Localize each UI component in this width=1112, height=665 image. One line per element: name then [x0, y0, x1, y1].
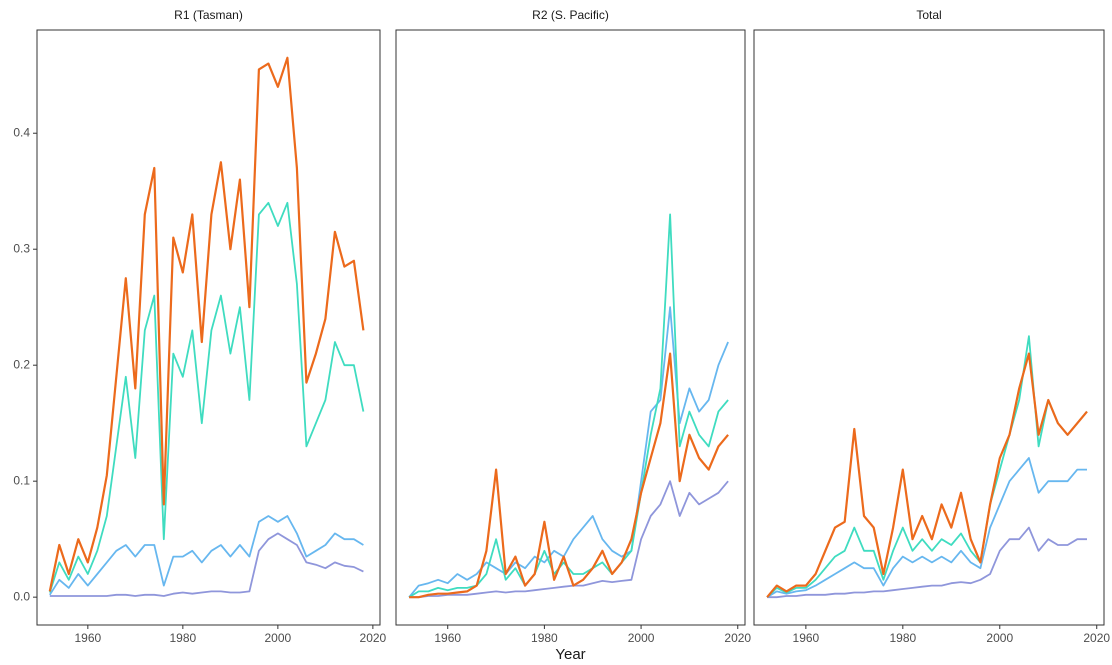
series-line — [408, 306, 729, 598]
series-line — [766, 352, 1088, 598]
y-tick-label: 0.4 — [13, 125, 30, 139]
series-line — [767, 526, 1087, 599]
panel — [36, 29, 381, 626]
series-line — [409, 480, 729, 599]
y-tick-label: 0.3 — [13, 241, 30, 255]
x-tick-label: 2000 — [265, 631, 292, 645]
panel — [753, 29, 1105, 626]
x-tick-label: 1960 — [74, 631, 101, 645]
y-tick-label: 0.0 — [13, 589, 30, 603]
panel-title: Total — [916, 8, 941, 22]
x-tick-label: 1980 — [169, 631, 196, 645]
series-line — [409, 352, 729, 599]
x-tick-label: 1960 — [434, 631, 461, 645]
x-tick-label: 2020 — [360, 631, 387, 645]
series-line — [48, 56, 365, 592]
series-line — [49, 515, 364, 596]
x-axis-label: Year — [555, 646, 585, 663]
x-tick-label: 1980 — [531, 631, 558, 645]
x-tick-label: 1980 — [889, 631, 916, 645]
x-tick-label: 2020 — [724, 631, 751, 645]
series-line — [766, 457, 1087, 598]
panel — [395, 29, 746, 626]
series-line — [49, 532, 364, 597]
x-tick-label: 2020 — [1083, 631, 1110, 645]
panel-title: R1 (Tasman) — [174, 8, 243, 22]
x-tick-label: 1960 — [793, 631, 820, 645]
y-tick-label: 0.2 — [13, 357, 30, 371]
panel-title: R2 (S. Pacific) — [532, 8, 609, 22]
series-line — [48, 201, 365, 593]
x-tick-label: 2000 — [986, 631, 1013, 645]
x-tick-label: 2000 — [628, 631, 655, 645]
y-tick-label: 0.1 — [13, 473, 30, 487]
